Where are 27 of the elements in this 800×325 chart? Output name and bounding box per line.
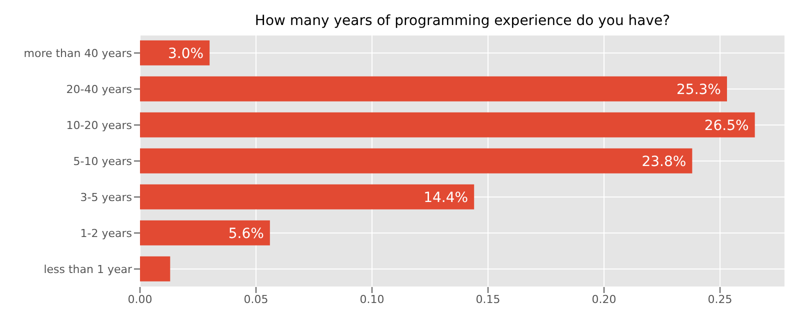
bar: [140, 184, 474, 210]
data-label: 5.6%: [228, 226, 264, 242]
y-tick-label: less than 1 year: [44, 262, 132, 276]
bar: [140, 220, 270, 246]
y-tick-label: 1-2 years: [80, 226, 132, 240]
y-tick-label: 10-20 years: [66, 118, 132, 132]
bar: [140, 76, 727, 102]
y-tick-label: 5-10 years: [73, 154, 132, 168]
x-tick-label: 0.10: [360, 292, 384, 306]
data-label: 14.4%: [424, 190, 468, 206]
bar: [140, 148, 692, 174]
data-label: 3.0%: [168, 46, 204, 62]
bar: [140, 40, 210, 66]
x-tick-label: 0.25: [708, 292, 732, 306]
data-label: 25.3%: [676, 82, 721, 98]
y-tick-label: more than 40 years: [24, 46, 132, 60]
bar: [140, 112, 755, 138]
data-label: 26.5%: [704, 118, 749, 134]
bar: [140, 256, 170, 282]
y-tick-label: 3-5 years: [80, 190, 132, 204]
x-tick-label: 0.20: [592, 292, 616, 306]
x-tick-label: 0.00: [128, 292, 152, 306]
x-tick-label: 0.15: [476, 292, 500, 306]
y-tick-label: 20-40 years: [66, 82, 132, 96]
data-label: 23.8%: [642, 154, 686, 170]
chart-title: How many years of programming experience do you have?: [254, 13, 672, 29]
x-tick-label: 0.05: [244, 292, 268, 306]
